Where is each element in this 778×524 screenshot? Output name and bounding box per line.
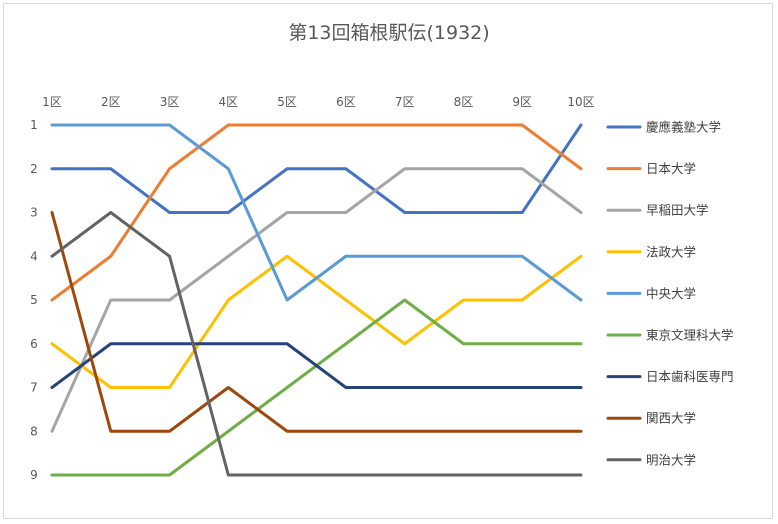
y-axis-ticks: 1 2 3 4 5 6 7 8 9 (30, 118, 38, 482)
legend-label: 日本歯科医専門 (646, 369, 734, 384)
x-tick-label: 10区 (567, 95, 594, 109)
y-tick-label: 5 (30, 293, 38, 307)
series-line (50, 123, 583, 214)
legend-label: 日本大学 (646, 161, 696, 176)
legend-label: 関西大学 (646, 411, 696, 426)
legend-label: 法政大学 (646, 244, 696, 259)
x-axis-ticks: 1区 2区 3区 4区 5区 6区 7区 8区 9区 10区 (42, 95, 594, 109)
x-tick-label: 2区 (101, 95, 121, 109)
legend-label: 中央大学 (646, 286, 696, 301)
y-tick-label: 8 (30, 424, 38, 438)
x-tick-label: 5区 (277, 95, 297, 109)
x-tick-label: 8区 (454, 95, 474, 109)
y-tick-label: 1 (30, 118, 38, 132)
legend-label: 慶應義塾大学 (646, 120, 721, 135)
x-tick-label: 4区 (219, 95, 239, 109)
y-tick-label: 9 (30, 468, 38, 482)
series-line (50, 342, 583, 389)
legend-label: 早稲田大学 (646, 203, 709, 218)
chart-title: 第13回箱根駅伝(1932) (288, 22, 489, 44)
series-line (50, 123, 583, 302)
series-line (50, 211, 583, 477)
series-line (50, 254, 583, 389)
y-tick-label: 3 (30, 206, 38, 220)
chart-frame (3, 3, 773, 519)
y-tick-label: 7 (30, 381, 38, 395)
series-lines (50, 123, 583, 477)
series-line (50, 167, 583, 433)
x-tick-label: 1区 (42, 95, 62, 109)
y-tick-label: 6 (30, 337, 38, 351)
x-tick-label: 9区 (512, 95, 532, 109)
y-tick-label: 4 (30, 249, 38, 263)
x-tick-label: 7区 (395, 95, 415, 109)
series-line (50, 123, 583, 302)
series-line (50, 211, 583, 433)
y-tick-label: 2 (30, 162, 38, 176)
legend-label: 東京文理科大学 (646, 328, 734, 343)
legend-label: 明治大学 (646, 452, 696, 467)
x-tick-label: 3区 (160, 95, 180, 109)
legend: 慶應義塾大学日本大学早稲田大学法政大学中央大学東京文理科大学日本歯科医専門関西大… (606, 120, 734, 467)
x-tick-label: 6区 (336, 95, 356, 109)
